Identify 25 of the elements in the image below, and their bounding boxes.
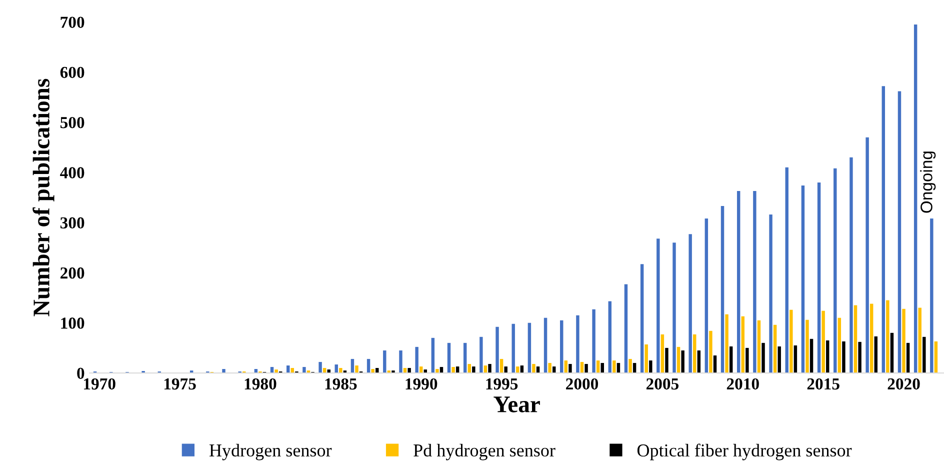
y-tick-label: 700 xyxy=(60,16,84,28)
y-tick-label: 0 xyxy=(77,368,84,379)
x-tick-label: 2015 xyxy=(807,378,840,390)
x-tick-label: 1980 xyxy=(244,378,276,390)
x-tick-label: 1990 xyxy=(406,378,438,390)
y-tick-label: 100 xyxy=(61,318,84,329)
legend-label: Pd hydrogen sensor xyxy=(414,444,556,460)
x-tick-label: 2020 xyxy=(888,378,920,390)
x-tick-label: 2010 xyxy=(726,378,759,390)
y-axis-title: Number of publications xyxy=(32,78,54,316)
y-tick-label: 500 xyxy=(60,116,84,128)
x-tick-label: 1970 xyxy=(84,378,116,390)
x-tick-label: 1995 xyxy=(486,378,518,390)
x-tick-label: 2000 xyxy=(566,378,598,390)
y-tick-label: 600 xyxy=(60,66,84,78)
x-axis-title: Year xyxy=(494,396,540,412)
x-tick-label: 2005 xyxy=(646,378,678,390)
y-tick-label: 400 xyxy=(60,167,84,178)
x-tick-label: 1975 xyxy=(164,378,196,390)
annotation: Ongoing xyxy=(920,152,936,213)
legend-label: Hydrogen sensor xyxy=(209,444,332,460)
legend-label: Optical fiber hydrogen sensor xyxy=(637,444,852,460)
y-tick-label: 200 xyxy=(60,267,84,279)
x-tick-label: 1985 xyxy=(325,378,357,390)
y-tick-label: 300 xyxy=(60,217,84,229)
